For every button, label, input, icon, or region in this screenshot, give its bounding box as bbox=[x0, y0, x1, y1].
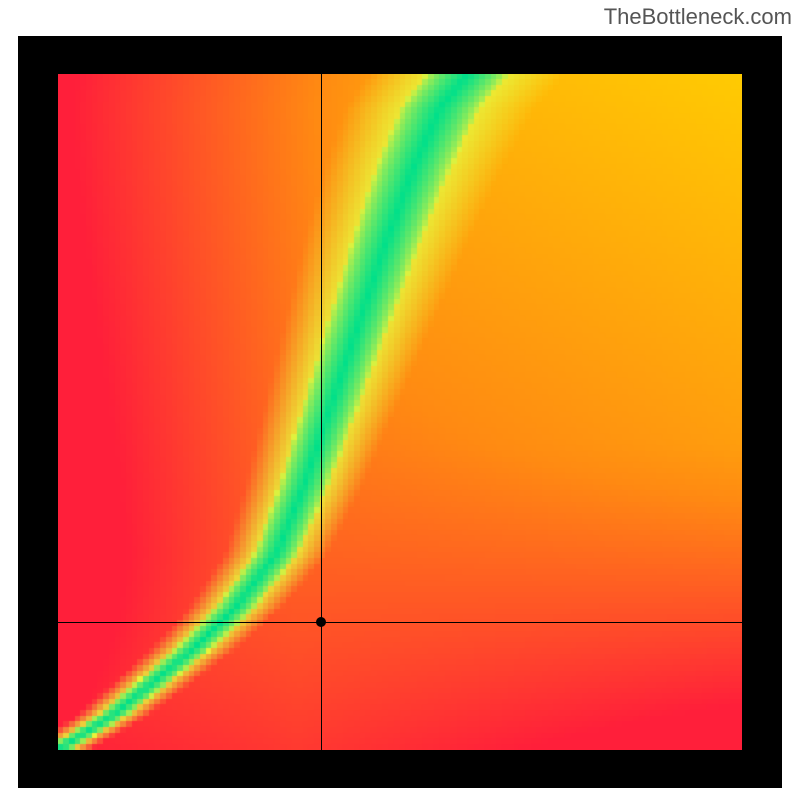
plot-frame bbox=[18, 36, 782, 788]
crosshair-dot bbox=[316, 617, 326, 627]
heatmap-canvas bbox=[58, 74, 742, 750]
crosshair-vertical bbox=[321, 74, 322, 750]
crosshair-horizontal bbox=[58, 622, 742, 623]
watermark-text: TheBottleneck.com bbox=[604, 4, 792, 30]
root: TheBottleneck.com bbox=[0, 0, 800, 800]
plot-area bbox=[58, 74, 742, 750]
